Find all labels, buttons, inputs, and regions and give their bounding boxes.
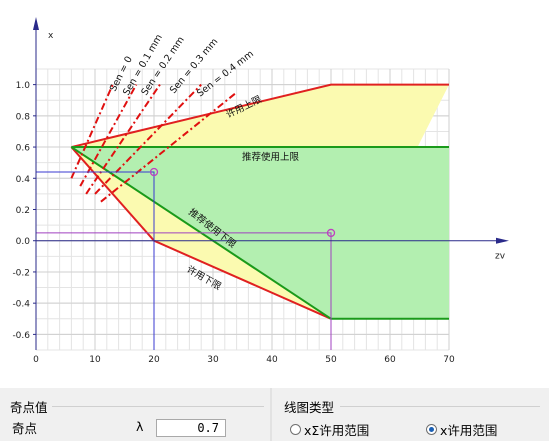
radio-sigma-range-label: xΣ许用范围 [304,423,370,438]
group-title-line-type: 线图类型 [284,400,335,415]
line-type-panel: 线图类型 xΣ许用范围 x许用范围 [272,388,549,441]
radio-x-range-label: x许用范围 [440,423,498,438]
y-tick-label: 0.0 [16,237,31,247]
y-tick-label: 0.8 [16,112,31,122]
point-marker [326,228,336,238]
radio-x-range[interactable]: x许用范围 [426,420,497,439]
x-tick-label: 60 [384,355,396,365]
y-tick-label: 0.4 [16,175,31,185]
y-tick-label: 0.2 [16,206,30,216]
x-tick-label: 0 [33,355,39,365]
series-line-0 [71,83,449,149]
sen-line-4 [100,91,238,203]
x-tick-label: 50 [325,355,337,365]
radio-sigma-range-button[interactable] [290,424,301,435]
y-tick-label: -0.4 [12,300,30,310]
sen-line-3 [94,83,202,195]
singular-label: 奇点 [12,421,38,436]
point-marker [149,167,159,177]
annotation-6: 推荐使用上限 [242,151,300,163]
x-tick-label: 10 [89,355,101,365]
group-divider [340,406,540,407]
reference-line-2 [36,232,332,350]
radio-sigma-range[interactable]: xΣ许用范围 [290,420,369,439]
group-title-singular: 奇点值 [10,400,48,415]
y-tick-label: -0.2 [12,268,30,278]
x-tick-label: 30 [207,355,219,365]
sen-line-2 [85,84,161,195]
x-axis-arrow [496,237,509,244]
singular-value-panel: 奇点值 奇点 λ 0.7 [0,388,270,441]
x-tick-label: 20 [148,355,160,365]
radio-x-range-button[interactable] [426,424,437,435]
y-tick-label: -0.6 [12,331,30,341]
y-tick-label: 1.0 [16,81,31,91]
lambda-input[interactable]: 0.7 [156,419,226,437]
panel-separator [270,388,272,441]
x-tick-label: 40 [266,355,278,365]
y-tick-label: 0.6 [16,144,31,154]
lambda-label: λ [136,419,144,434]
reference-line-1 [36,171,155,350]
group-divider [52,406,264,407]
x-axis-label: zv [495,252,506,262]
sen-line-1 [79,84,138,187]
x-tick-label: 70 [443,355,455,365]
chart: -0.6 -0.4 -0.2 0.0 0.2 0.4 0.6 0.8 1.0 0 10 20 30 40 5… [0,0,549,388]
y-axis-arrow [33,17,39,30]
y-axis-label: x [48,31,54,41]
sen-line-0 [70,84,114,179]
